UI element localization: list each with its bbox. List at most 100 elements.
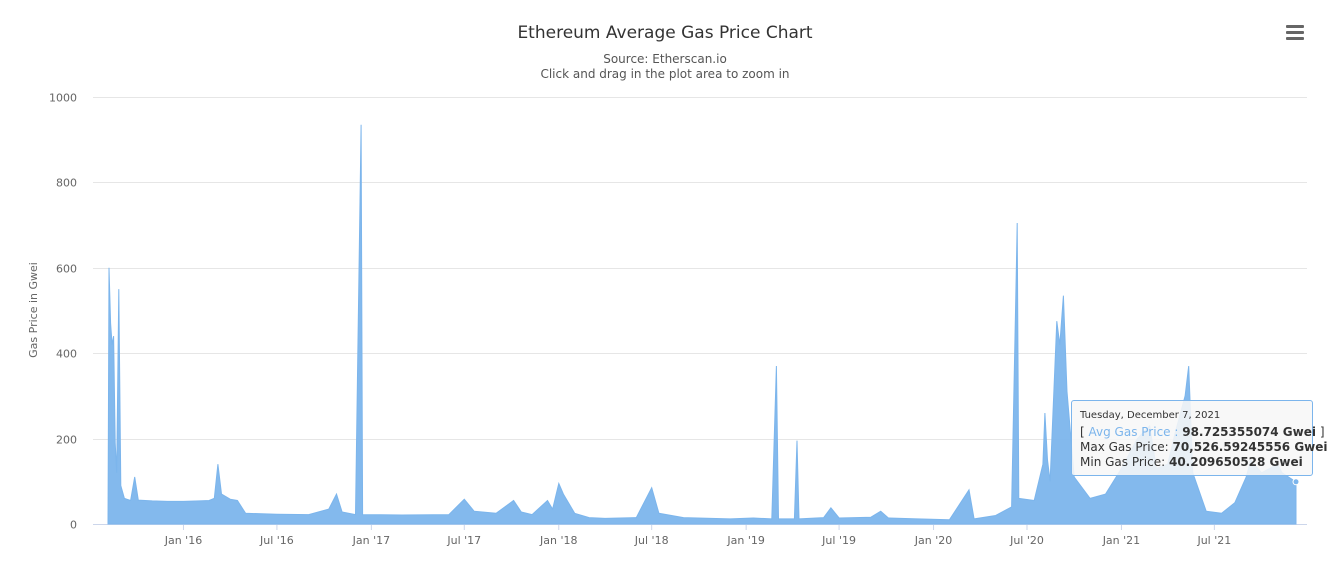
data-point: [1018, 498, 1020, 500]
hamburger-menu-icon-bar: [1286, 31, 1304, 34]
data-point: [880, 510, 882, 512]
data-point: [473, 510, 475, 512]
data-point: [830, 507, 832, 509]
y-axis-title: Gas Price in Gwei: [27, 262, 40, 358]
y-tick-label: 0: [70, 519, 77, 532]
data-point: [870, 516, 872, 518]
data-point: [107, 523, 109, 525]
data-point: [124, 498, 126, 500]
y-tick-label: 400: [56, 348, 77, 361]
data-point: [776, 365, 778, 367]
data-point: [199, 500, 201, 502]
data-point: [308, 514, 310, 516]
data-point: [495, 513, 497, 515]
y-tick-label: 1000: [49, 92, 77, 105]
data-point: [794, 518, 796, 520]
data-point: [1044, 412, 1046, 414]
tooltip-date: Tuesday, December 7, 2021: [1080, 410, 1221, 421]
data-point: [563, 493, 565, 495]
data-point: [771, 518, 773, 520]
data-point: [1033, 500, 1035, 502]
y-tick-label: 200: [56, 434, 77, 447]
data-point: [113, 335, 115, 337]
tooltip-min-row: Min Gas Price: 40.209650528 Gwei: [1080, 455, 1304, 470]
y-tick-label: 800: [56, 177, 77, 190]
data-point: [1063, 295, 1065, 297]
data-point: [658, 513, 660, 515]
tooltip-series-name: Avg Gas Price: [1088, 425, 1171, 439]
data-point: [547, 500, 549, 502]
data-point: [118, 288, 120, 290]
data-point: [1221, 513, 1223, 515]
x-tick-label: Jul '20: [1009, 534, 1044, 547]
data-point: [328, 508, 330, 510]
data-point: [513, 500, 515, 502]
data-point: [110, 323, 112, 325]
x-tick-label: Jul '21: [1196, 534, 1231, 547]
x-tick-label: Jan '17: [352, 534, 390, 547]
data-point: [355, 514, 357, 516]
x-tick-label: Jan '19: [726, 534, 764, 547]
data-point: [1234, 502, 1236, 504]
data-point: [401, 514, 403, 516]
data-point: [114, 442, 116, 444]
data-point: [1042, 463, 1044, 465]
data-point: [138, 499, 140, 501]
data-point: [183, 501, 185, 503]
chart-menu-button[interactable]: [1282, 22, 1308, 44]
data-point: [838, 517, 840, 519]
data-point: [111, 344, 113, 346]
data-point: [130, 500, 132, 502]
data-point: [1011, 506, 1013, 508]
tooltip-max-value: 70,526.59245556 Gwei: [1172, 440, 1327, 454]
data-point: [237, 500, 239, 502]
data-point: [1056, 320, 1058, 322]
data-point: [888, 517, 890, 519]
data-point: [973, 518, 975, 520]
data-point: [1073, 476, 1075, 478]
tooltip-max-row: Max Gas Price: 70,526.59245556 Gwei: [1080, 440, 1327, 455]
data-point: [1105, 493, 1107, 495]
tooltip-min-label: Min Gas Price:: [1080, 455, 1169, 469]
data-point: [1049, 481, 1051, 483]
data-point: [221, 493, 223, 495]
tooltip-open-bracket: [: [1080, 425, 1085, 439]
data-point: [778, 518, 780, 520]
data-point: [823, 517, 825, 519]
data-point: [604, 518, 606, 520]
hamburger-menu-icon-bar: [1286, 37, 1304, 40]
data-point: [276, 513, 278, 515]
data-point: [116, 472, 118, 474]
data-point: [558, 483, 560, 485]
y-axis-ticks: 0 200 400 600 800 1000: [49, 92, 77, 532]
data-point: [229, 498, 231, 500]
chart-subtitle: Source: Etherscan.io: [603, 52, 727, 66]
data-point: [968, 489, 970, 491]
data-point: [120, 485, 122, 487]
data-point: [208, 500, 210, 502]
data-point: [1205, 510, 1207, 512]
data-point: [1184, 395, 1186, 397]
x-tick-label: Jan '16: [164, 534, 202, 547]
data-point: [1066, 391, 1068, 393]
data-point: [245, 513, 247, 515]
x-tick-label: Jul '16: [259, 534, 294, 547]
data-point: [636, 517, 638, 519]
data-point: [362, 514, 364, 516]
data-point: [217, 463, 219, 465]
tooltip-avg-value: 98.725355074 Gwei: [1182, 425, 1316, 439]
hamburger-menu-icon: [1286, 25, 1304, 28]
data-point: [651, 487, 653, 489]
tooltip: Tuesday, December 7, 2021 [ Avg Gas Pric…: [1071, 400, 1327, 476]
x-tick-label: Jan '18: [539, 534, 577, 547]
data-point: [1245, 476, 1247, 478]
data-point: [521, 511, 523, 513]
tooltip-avg-row: [ Avg Gas Price : 98.725355074 Gwei ]: [1080, 425, 1325, 440]
chart-subtitle-zoom-hint: Click and drag in the plot area to zoom …: [540, 67, 789, 81]
data-point: [1047, 459, 1049, 461]
data-point: [798, 518, 800, 520]
data-point: [151, 500, 153, 502]
data-point: [1016, 222, 1018, 224]
data-point: [341, 511, 343, 513]
